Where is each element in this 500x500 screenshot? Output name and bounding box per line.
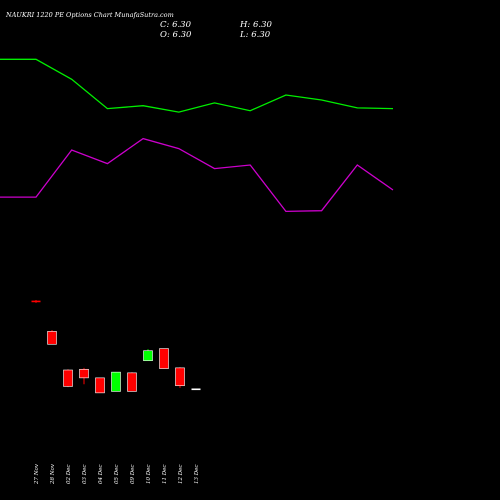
candles — [31, 300, 201, 394]
x-tick-label: 10 Dec — [146, 465, 152, 485]
candle — [95, 377, 105, 394]
x-tick-label: 03 Dec — [82, 465, 88, 485]
indicator-line-magenta — [0, 137, 394, 213]
x-tick-label: 02 Dec — [66, 465, 72, 485]
candle-body — [63, 369, 73, 387]
candle-body — [47, 331, 57, 345]
candle-body — [111, 371, 121, 392]
candle — [191, 388, 201, 391]
candle — [159, 348, 169, 369]
candle — [31, 300, 41, 303]
candle — [79, 367, 89, 385]
candle-body — [79, 368, 89, 379]
x-tick-label: 11 Dec — [162, 465, 168, 485]
chart-title: NAUKRI 1220 PE Options Chart MunafaSutra… — [6, 11, 174, 19]
candle-body — [191, 388, 201, 391]
candle-body — [175, 367, 185, 387]
x-tick-label: 12 Dec — [178, 465, 184, 485]
close-label: C: 6.30 — [160, 20, 191, 30]
x-tick-label: 04 Dec — [98, 465, 104, 485]
high-label: H: 6.30 — [240, 20, 272, 30]
x-tick-label: 27 Nov — [34, 463, 40, 485]
x-axis: 27 Nov 28 Nov 02 Dec 03 Dec 04 Dec 05 Dec 09 D… — [34, 463, 200, 485]
candle-body — [127, 372, 137, 392]
candle — [143, 349, 153, 362]
candle-body — [143, 350, 153, 362]
low-label: L: 6.30 — [240, 30, 271, 40]
x-tick-label: 05 Dec — [114, 465, 120, 485]
candle-body — [31, 300, 41, 303]
x-tick-label: 13 Dec — [194, 465, 200, 485]
open-label: O: 6.30 — [160, 30, 192, 40]
indicator-line-green — [0, 58, 394, 113]
candle-body — [159, 348, 169, 369]
candle-body — [95, 377, 105, 394]
x-tick-label: 28 Nov — [50, 463, 56, 485]
candle — [127, 372, 137, 392]
x-tick-label: 09 Dec — [130, 465, 136, 485]
indicator-lines — [0, 58, 394, 213]
candle — [47, 330, 57, 345]
candle — [63, 369, 73, 388]
candle — [111, 371, 121, 392]
candle — [175, 367, 185, 388]
